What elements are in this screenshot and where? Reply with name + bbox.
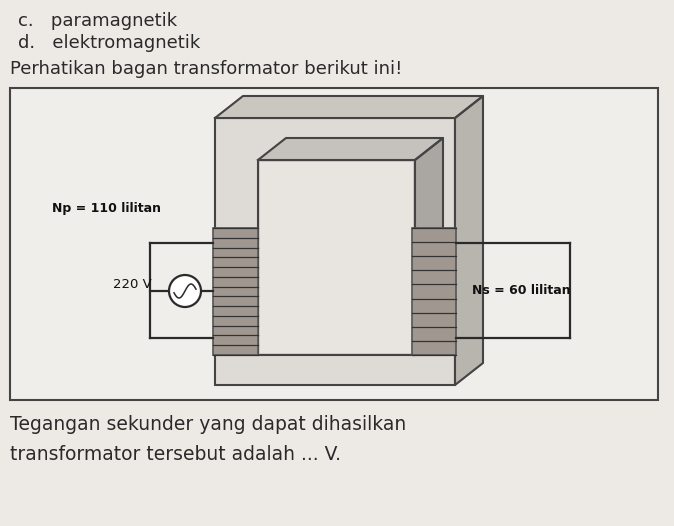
Bar	[215, 118, 455, 385]
Text: transformator tersebut adalah ... V.: transformator tersebut adalah ... V.	[10, 445, 341, 464]
Text: c.   paramagnetik: c. paramagnetik	[18, 12, 177, 30]
Polygon shape	[215, 96, 483, 118]
Polygon shape	[415, 138, 443, 355]
Polygon shape	[455, 96, 483, 385]
Circle shape	[169, 275, 201, 307]
Text: Ns = 60 lilitan: Ns = 60 lilitan	[472, 284, 571, 297]
Bar	[260, 162, 413, 353]
Text: Np = 110 lilitan: Np = 110 lilitan	[52, 202, 161, 215]
Text: d.   elektromagnetik: d. elektromagnetik	[18, 34, 200, 52]
Bar	[213, 228, 258, 355]
Text: 220 V: 220 V	[113, 278, 152, 291]
Bar	[10, 88, 658, 400]
Text: Perhatikan bagan transformator berikut ini!: Perhatikan bagan transformator berikut i…	[10, 60, 402, 78]
Text: Tegangan sekunder yang dapat dihasilkan: Tegangan sekunder yang dapat dihasilkan	[10, 415, 406, 434]
Bar	[258, 160, 415, 355]
Bar	[412, 228, 456, 355]
Polygon shape	[258, 138, 443, 160]
